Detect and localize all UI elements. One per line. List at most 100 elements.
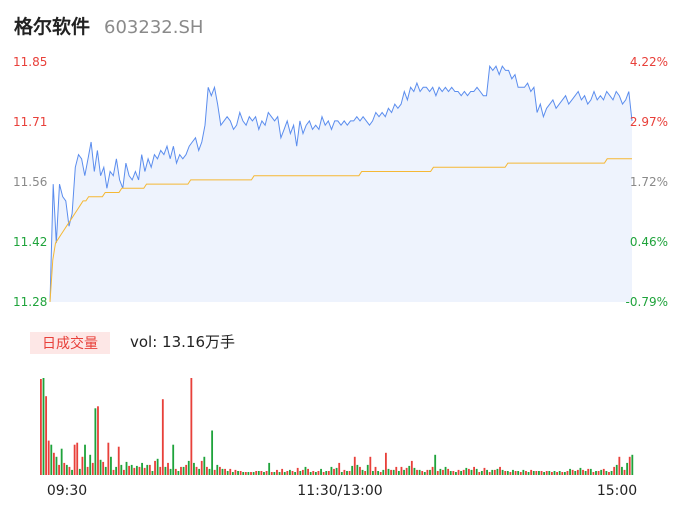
volume-bar [89,454,92,475]
volume-bar [444,466,447,475]
volume-bar [548,471,551,475]
volume-bar [317,471,320,475]
y-tick-left: 11.42 [13,235,47,249]
volume-bar [135,465,138,475]
volume-bar [141,462,143,475]
volume-bar [525,471,527,475]
volume-bar [221,468,224,475]
volume-bar [434,454,437,475]
volume-bar [356,464,359,475]
average-line [49,158,632,303]
volume-bar [128,465,131,475]
volume-bar [73,444,76,475]
volume-bar [325,471,328,475]
volume-bar [281,468,284,475]
volume-bar [410,460,413,475]
volume-bar [561,472,564,475]
volume-bar [283,472,286,475]
volume-bar [340,472,343,475]
y-tick-left: 11.56 [13,175,47,189]
volume-bar [618,456,621,475]
volume-bar [553,471,556,475]
volume-bar [421,471,424,475]
volume-label: vol: 13.16万手 [130,333,235,351]
volume-bar [338,462,341,475]
volume-bar [213,469,216,475]
volume-bar [551,472,553,475]
volume-bar [519,472,522,475]
volume-bar [327,471,330,475]
volume-bar [491,469,494,475]
volume-bar [172,444,175,475]
volume-bar [628,456,631,475]
volume-bar [576,469,579,475]
volume-bar [387,468,390,475]
volume-bar [125,461,128,475]
volume-bar [395,466,398,475]
volume-bar [123,469,125,475]
volume-bar [50,444,53,475]
volume-bar [566,471,569,475]
volume-bar [499,466,501,475]
volume-bar [470,469,473,475]
volume-bar [475,468,478,475]
volume-bar [169,468,172,475]
volume-bar [361,469,364,475]
volume-bar [462,469,465,475]
volume-bar [423,472,426,475]
volume-bar [348,471,351,475]
volume-bar [257,471,260,475]
volume-bar [65,464,68,475]
volume-bar [447,468,450,475]
y-tick-left: 11.28 [13,295,47,309]
volume-bar [40,379,42,475]
y-tick-left: 11.71 [13,115,47,129]
volume-bar [563,472,566,475]
volume-bar [291,471,294,475]
volume-bar [392,469,395,475]
volume-bar [501,469,504,475]
volume-bar [180,466,182,475]
volume-bar [457,469,460,475]
volume-bar [78,468,81,475]
volume-bar [270,472,273,475]
y-axis-left: 11.85 11.71 11.56 11.42 11.28 [13,55,47,309]
y-tick-left: 11.85 [13,55,47,69]
volume-bar [496,468,499,475]
volume-bar [60,448,63,475]
volume-bar [110,456,112,475]
volume-bar [359,466,361,475]
volume-bar [615,464,618,475]
volume-bar [626,462,629,475]
volume-bar [159,466,162,475]
volume-bar [115,466,118,475]
volume-bar [154,460,156,475]
volume-bar [584,471,587,475]
volume-bar [493,469,496,475]
volume-bar [252,472,255,475]
volume-bar [177,471,180,475]
y-tick-right: 4.22% [630,55,668,69]
volume-bar [600,469,603,475]
volume-bar [84,444,86,475]
volume-bar [455,472,457,475]
volume-bar [579,467,582,475]
volume-bar [278,472,281,475]
volume-bar [58,464,60,475]
volume-bar [91,462,94,475]
price-area-layer [49,64,633,303]
volume-bar [343,469,346,475]
volume-bar [372,471,374,475]
volume-bar [112,469,115,475]
volume-bar [408,465,411,475]
volume-bar [151,471,154,475]
volume-bar [263,472,265,475]
volume-bar [42,378,45,475]
y-axis-right: 4.22% 2.97% 1.72% 0.46% -0.79% [626,55,668,309]
volume-bar [138,466,141,475]
volume-bar [397,471,400,475]
volume-bar [439,468,442,475]
volume-bar [174,468,177,475]
volume-bar [413,467,416,475]
volume-tab[interactable]: 日成交量 [30,332,110,354]
